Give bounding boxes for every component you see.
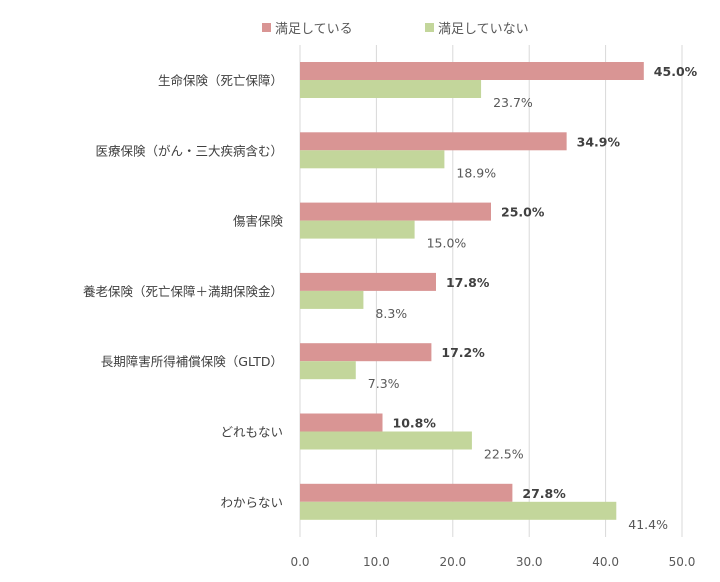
data-label: 10.8% — [393, 416, 437, 431]
x-tick-label: 40.0 — [592, 555, 619, 569]
data-label: 23.7% — [493, 95, 533, 110]
data-label: 25.0% — [501, 205, 545, 220]
category-label: わからない — [220, 495, 283, 510]
data-label: 34.9% — [577, 134, 621, 149]
legend-label: 満足していない — [438, 22, 529, 37]
x-tick-label: 20.0 — [439, 555, 466, 569]
legend-label: 満足している — [275, 22, 353, 37]
bar-satisfied — [300, 272, 436, 291]
category-label: 医療保険（がん・三大疾病含む） — [95, 143, 283, 158]
data-label: 15.0% — [427, 236, 467, 251]
bar-satisfied — [300, 343, 432, 362]
bar-unsatisfied — [300, 80, 482, 98]
bar-satisfied — [300, 62, 644, 80]
category-label: 長期障害所得補償保険（GLTD） — [101, 354, 283, 369]
x-tick-label: 50.0 — [669, 555, 696, 569]
x-tick-label: 30.0 — [516, 555, 543, 569]
legend-swatch — [425, 23, 434, 32]
data-label: 45.0% — [654, 64, 698, 79]
bar-unsatisfied — [300, 150, 445, 169]
data-label: 22.5% — [484, 447, 524, 462]
bar-satisfied — [300, 202, 491, 221]
category-label: 傷害保険 — [233, 214, 284, 229]
data-label: 27.8% — [522, 486, 566, 501]
data-label: 8.3% — [375, 306, 407, 321]
data-label: 18.9% — [456, 165, 496, 180]
category-label: どれもない — [220, 425, 283, 440]
bar-unsatisfied — [300, 361, 356, 380]
x-tick-label: 10.0 — [363, 555, 390, 569]
legend-swatch — [262, 23, 271, 32]
data-label: 17.8% — [446, 275, 490, 290]
category-label: 養老保険（死亡保障＋満期保険金） — [83, 284, 283, 299]
data-label: 41.4% — [628, 517, 668, 532]
bar-unsatisfied — [300, 501, 617, 520]
bar-unsatisfied — [300, 290, 364, 309]
bar-unsatisfied — [300, 431, 472, 450]
category-label: 生命保険（死亡保障） — [158, 73, 283, 88]
x-tick-label: 0.0 — [290, 555, 309, 569]
data-label: 17.2% — [441, 345, 485, 360]
bar-satisfied — [300, 132, 567, 151]
bar-satisfied — [300, 483, 513, 502]
bar-unsatisfied — [300, 220, 415, 239]
data-label: 7.3% — [368, 376, 400, 391]
bar-satisfied — [300, 413, 383, 432]
